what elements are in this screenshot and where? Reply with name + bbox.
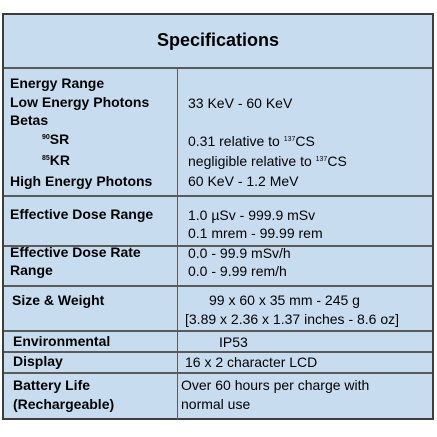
betas-label: Betas <box>10 112 49 128</box>
kr-value-text: negligible relative to <box>188 153 316 169</box>
battery-label-line1: Battery Life <box>13 377 91 393</box>
battery-value-line2: normal use <box>181 396 251 412</box>
row-divider-3 <box>4 285 432 287</box>
effective-dose-rate-line2: 0.0 - 9.99 rem/h <box>188 263 287 279</box>
battery-label-line2: (Rechargeable) <box>13 396 115 412</box>
kr-value: negligible relative to 137CS <box>188 153 347 169</box>
row-divider-2 <box>4 245 432 247</box>
table-title: Specifications <box>156 30 280 50</box>
sr-value-text: 0.31 relative to <box>188 133 284 149</box>
low-energy-photons-value: 33 KeV - 60 KeV <box>188 95 293 111</box>
battery-value-line1: Over 60 hours per charge with <box>181 377 370 393</box>
high-energy-photons-label: High Energy Photons <box>10 173 153 189</box>
display-value: 16 x 2 character LCD <box>185 354 318 370</box>
energy-range-heading: Energy Range <box>10 75 105 91</box>
sr-value-unit: CS <box>295 133 315 149</box>
effective-dose-range-line2: 0.1 mrem - 99.99 rem <box>188 225 323 241</box>
column-divider <box>177 69 178 420</box>
size-weight-imperial: [3.89 x 2.36 x 1.37 inches - 8.6 oz] <box>185 311 400 327</box>
row-divider-4 <box>4 330 432 332</box>
low-energy-photons-label: Low Energy Photons <box>10 94 150 110</box>
row-divider-5 <box>4 351 432 353</box>
kr-value-isotope: 137 <box>315 156 328 163</box>
effective-dose-rate-label-line1: Effective Dose Rate <box>10 244 141 260</box>
effective-dose-rate-line1: 0.0 - 99.9 mSv/h <box>188 245 291 261</box>
environmental-label: Environmental <box>13 333 111 349</box>
sr-value: 0.31 relative to 137CS <box>188 133 315 149</box>
kr-isotope-number: 85 <box>42 155 50 162</box>
sr-value-isotope: 137 <box>283 136 296 143</box>
kr-label: 85KR <box>42 152 70 168</box>
sr-isotope-number: 90 <box>42 134 50 141</box>
display-label: Display <box>13 353 63 369</box>
sr-label: 90SR <box>42 131 69 147</box>
kr-symbol: KR <box>49 152 71 168</box>
title-divider <box>4 67 432 69</box>
row-divider-1 <box>4 195 432 197</box>
effective-dose-range-line1: 1.0 µSv - 999.9 mSv <box>188 207 316 223</box>
specifications-table: Specifications Energy Range Low Energy P… <box>2 13 434 420</box>
kr-value-unit: CS <box>327 153 347 169</box>
high-energy-photons-value: 60 KeV - 1.2 MeV <box>188 173 299 189</box>
effective-dose-rate-label-line2: Range <box>10 262 53 278</box>
size-weight-metric: 99 x 60 x 35 mm - 245 g <box>209 292 360 308</box>
sr-symbol: SR <box>49 131 70 147</box>
size-weight-label: Size & Weight <box>12 292 105 308</box>
row-divider-6 <box>4 372 432 374</box>
environmental-value: IP53 <box>219 334 248 350</box>
effective-dose-range-label: Effective Dose Range <box>10 206 154 222</box>
